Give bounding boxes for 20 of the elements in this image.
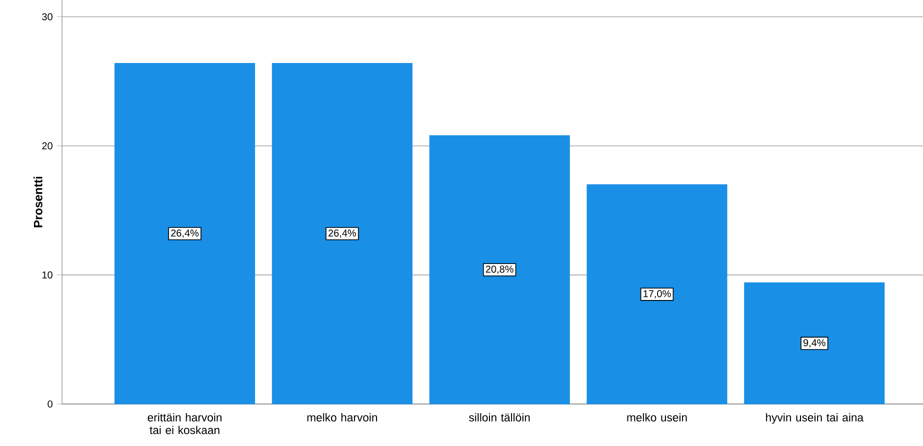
x-tick-label: silloin tällöin <box>469 413 530 422</box>
x-tick-label: melko usein <box>627 413 687 422</box>
bar <box>429 135 570 404</box>
x-tick-label: melko harvoin <box>307 413 378 422</box>
data-label: 26,4% <box>171 229 199 238</box>
bar <box>744 282 885 404</box>
y-axis-title: Prosentti <box>34 176 42 228</box>
y-tick-label: 10 <box>42 271 52 278</box>
y-tick-label: 0 <box>48 400 52 408</box>
y-tick-label: 20 <box>42 142 52 150</box>
bar <box>272 62 412 404</box>
bar <box>586 184 728 404</box>
data-label: 17,0% <box>644 290 671 298</box>
x-tick-label: erittäin harvoin tai ei koskaan <box>148 413 222 434</box>
y-tick-label: 30 <box>42 13 52 20</box>
bar <box>114 62 256 404</box>
data-label: 20,8% <box>486 266 514 274</box>
data-label: 9,4% <box>803 339 826 348</box>
x-tick-label: hyvin usein tai aina <box>766 413 864 424</box>
data-label: 26,4% <box>328 229 356 238</box>
